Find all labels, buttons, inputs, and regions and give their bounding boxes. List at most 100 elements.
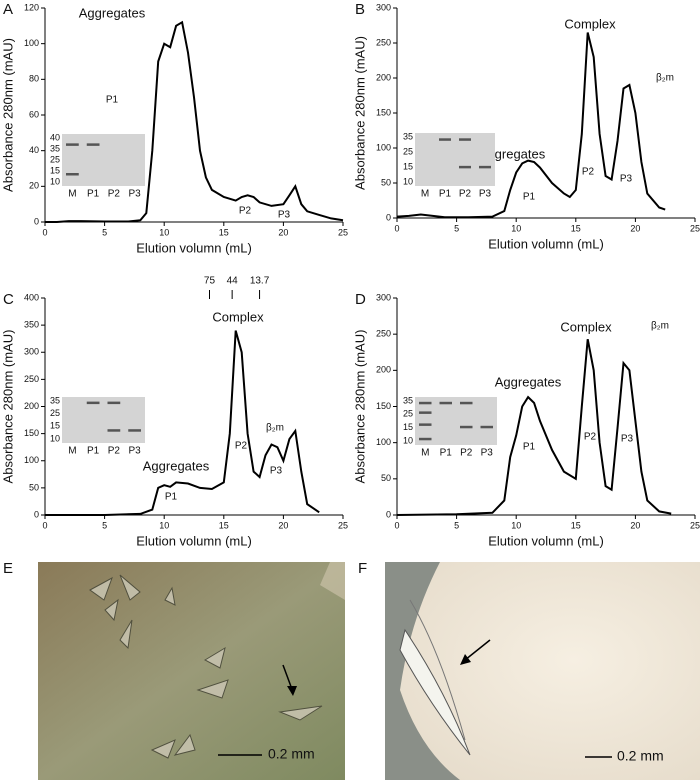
annotation: β₂m: [656, 73, 674, 84]
x-tick-label: 5: [102, 520, 107, 530]
y-tick-label: 100: [24, 38, 39, 48]
mw-marker-label: 13.7: [250, 276, 270, 287]
gel-band: [66, 173, 79, 176]
y-tick-label: 200: [24, 401, 39, 411]
gel-lane-label: P3: [479, 189, 492, 200]
y-tick-label: 150: [376, 107, 391, 117]
y-tick-label: 250: [376, 329, 391, 339]
y-tick-label: 50: [381, 473, 391, 483]
y-tick-label: 50: [381, 177, 391, 187]
gel-lane-label: M: [68, 446, 76, 457]
x-tick-label: 20: [278, 520, 288, 530]
gel-inset: [62, 397, 145, 443]
arrow: [464, 639, 491, 661]
gel-ladder-label: 15: [403, 422, 413, 432]
x-tick-label: 25: [338, 520, 348, 530]
gel-band: [86, 143, 100, 146]
annotation: Aggregates: [495, 374, 562, 389]
annotation: Complex: [212, 309, 264, 324]
crystal-edge: [409, 599, 466, 741]
gel-band: [419, 437, 432, 441]
gel-band: [459, 165, 471, 169]
x-axis-label: Elution volumn (mL): [488, 533, 604, 548]
scale-label: 0.2 mm: [268, 746, 315, 762]
annotation: β₂m: [266, 423, 284, 434]
panel-letter: B: [355, 1, 365, 18]
annotation: P1: [523, 192, 536, 203]
y-tick-label: 100: [376, 437, 391, 447]
panel-letter: C: [3, 291, 14, 308]
y-tick-label: 0: [34, 216, 39, 226]
mw-marker-label: 75: [204, 276, 216, 287]
annotation: P1: [523, 442, 536, 453]
x-axis-label: Elution volumn (mL): [136, 240, 252, 255]
annotation: Complex: [560, 319, 612, 334]
x-tick-label: 15: [219, 520, 229, 530]
y-tick-label: 200: [376, 365, 391, 375]
gel-band: [107, 401, 121, 405]
edge: [320, 562, 345, 600]
gel-ladder-label: 25: [50, 154, 60, 164]
mw-marker-label: 44: [227, 276, 239, 287]
gel-ladder-label: 25: [403, 146, 413, 156]
panel-letter: E: [3, 560, 13, 577]
gel-ladder-label: 15: [403, 161, 413, 171]
gel-lane-label: P3: [129, 189, 142, 200]
annotation: Aggregates: [143, 458, 210, 473]
photo: [385, 562, 700, 780]
y-tick-label: 0: [34, 509, 39, 519]
y-tick-label: 40: [29, 145, 39, 155]
gel-lane-label: M: [421, 189, 429, 200]
x-tick-label: 5: [454, 520, 459, 530]
annotation: Complex: [564, 16, 616, 31]
y-axis-label: Absorbance 280nm (mAU): [0, 38, 15, 192]
gel-lane-label: P2: [108, 189, 121, 200]
gel-band: [479, 165, 491, 169]
y-axis-label: Absorbance 280nm (mAU): [0, 330, 15, 484]
y-tick-label: 250: [24, 374, 39, 384]
gel-lane-label: P1: [87, 189, 100, 200]
gel-band: [86, 401, 100, 405]
y-tick-label: 350: [24, 320, 39, 330]
x-tick-label: 15: [571, 223, 581, 233]
annotation: P1: [165, 492, 178, 503]
x-tick-label: 25: [690, 520, 700, 530]
panel-letter: A: [3, 1, 13, 18]
gel-band: [459, 138, 471, 141]
y-tick-label: 300: [376, 292, 391, 302]
elution-curve: [396, 339, 672, 516]
micrograph-e: E 0.2 mm: [3, 560, 345, 780]
annotation: Aggregates: [79, 5, 146, 20]
x-tick-label: 5: [454, 223, 459, 233]
gel-lane-label: P2: [459, 189, 472, 200]
gel-lane-label: M: [68, 189, 76, 200]
annotation: P2: [235, 441, 248, 452]
y-tick-label: 0: [386, 212, 391, 222]
gel-ladder-label: 40: [50, 132, 60, 142]
x-tick-label: 10: [511, 520, 521, 530]
x-tick-label: 10: [511, 223, 521, 233]
y-tick-label: 300: [24, 347, 39, 357]
x-tick-label: 15: [219, 227, 229, 237]
y-tick-label: 60: [29, 109, 39, 119]
y-axis-label: Absorbance 280nm (mAU): [352, 36, 367, 190]
x-tick-label: 20: [630, 520, 640, 530]
gel-ladder-label: 35: [403, 395, 413, 405]
gel-ladder-label: 15: [50, 165, 60, 175]
x-tick-label: 5: [102, 227, 107, 237]
gel-inset: [415, 133, 495, 186]
crystal: [399, 628, 471, 756]
gel-ladder-label: 35: [403, 131, 413, 141]
panel-letter: F: [358, 560, 367, 577]
gel-ladder-label: 10: [50, 433, 60, 443]
y-tick-label: 250: [376, 37, 391, 47]
gel-ladder-label: 10: [403, 435, 413, 445]
y-tick-label: 100: [24, 455, 39, 465]
x-tick-label: 0: [394, 223, 399, 233]
gel-ladder-label: 10: [50, 176, 60, 186]
gel-band: [107, 429, 121, 432]
gel-inset: [62, 134, 145, 186]
gel-inset: [415, 397, 497, 445]
x-tick-label: 15: [571, 520, 581, 530]
